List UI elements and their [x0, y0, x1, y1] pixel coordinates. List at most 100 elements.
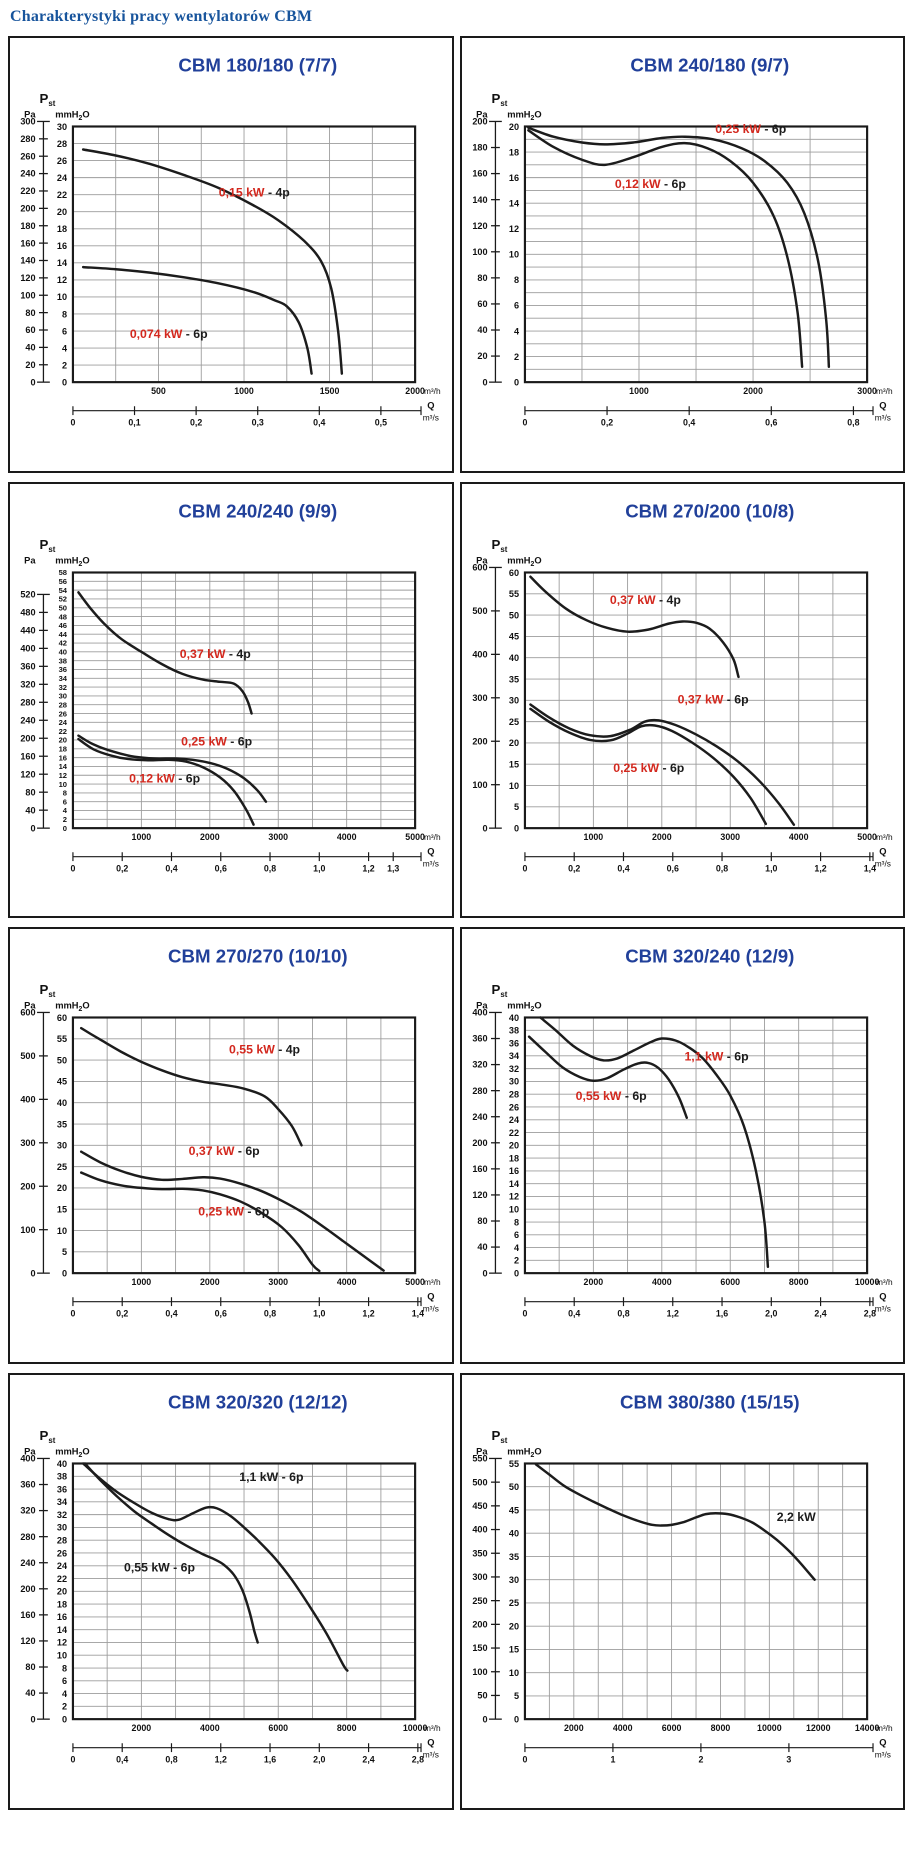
svg-text:30: 30 [57, 1141, 67, 1151]
svg-text:8000: 8000 [710, 1723, 730, 1733]
svg-text:mmH2O: mmH2O [507, 555, 541, 567]
svg-text:3000: 3000 [857, 386, 877, 396]
gridlines [72, 126, 416, 383]
svg-text:440: 440 [20, 625, 35, 635]
curve-0-12-kw-6p [526, 129, 803, 369]
svg-text:400: 400 [472, 1525, 487, 1535]
svg-text:10000: 10000 [403, 1723, 428, 1733]
plot-border [71, 1016, 417, 1275]
svg-text:450: 450 [472, 1501, 487, 1511]
curve-1-1-kw-6p [81, 1462, 349, 1672]
svg-text:34: 34 [508, 1051, 519, 1061]
svg-text:1,0: 1,0 [313, 1309, 325, 1319]
svg-text:14: 14 [508, 1179, 519, 1189]
svg-text:58: 58 [59, 568, 67, 577]
svg-text:28: 28 [57, 139, 67, 149]
svg-text:400: 400 [472, 649, 487, 659]
svg-text:14: 14 [57, 258, 68, 268]
svg-text:0,4: 0,4 [617, 863, 629, 873]
curve-label: 0,25 kW - 6p [198, 1205, 269, 1219]
svg-text:30: 30 [59, 691, 67, 700]
curve-0-37-kw-4p [77, 590, 253, 715]
svg-text:15: 15 [508, 1645, 518, 1655]
svg-text:16: 16 [508, 1166, 518, 1176]
curve-0-55-kw-4p [79, 1027, 303, 1147]
svg-text:22: 22 [59, 727, 67, 736]
svg-text:52: 52 [59, 594, 67, 603]
mm-axis-labels: 0 5 10 15 20 25 30 35 40 45 50 55 [508, 1459, 518, 1725]
flow-axis-labels: 1000 2000 3000 m³/h [629, 386, 893, 396]
svg-text:40: 40 [508, 1013, 518, 1023]
pa-axis: 0 100 200 300 400 500 600 [20, 1008, 50, 1279]
svg-text:1000: 1000 [132, 832, 152, 842]
curve-label: 0,25 kW - 6p [181, 734, 252, 748]
curve-label: 0,12 kW - 6p [614, 177, 685, 191]
svg-text:1000: 1000 [583, 832, 603, 842]
svg-text:Pa: Pa [24, 1001, 36, 1011]
svg-text:0,4: 0,4 [165, 1309, 177, 1319]
svg-text:80: 80 [25, 308, 35, 318]
svg-text:mmH2O: mmH2O [55, 1001, 89, 1013]
svg-text:8: 8 [62, 309, 67, 319]
svg-text:300: 300 [472, 693, 487, 703]
svg-text:15: 15 [57, 1205, 67, 1215]
svg-text:20: 20 [508, 738, 518, 748]
svg-text:400: 400 [20, 1095, 35, 1105]
svg-text:40: 40 [25, 343, 35, 353]
svg-text:250: 250 [472, 1596, 487, 1606]
svg-text:0: 0 [522, 863, 527, 873]
svg-text:26: 26 [57, 1548, 67, 1558]
svg-text:35: 35 [508, 674, 518, 684]
svg-text:600: 600 [20, 1008, 35, 1018]
svg-text:8: 8 [63, 788, 67, 797]
svg-text:1,4: 1,4 [863, 863, 875, 873]
svg-text:14: 14 [59, 762, 68, 771]
svg-text:m³/s: m³/s [874, 412, 890, 422]
svg-text:6: 6 [62, 1676, 67, 1686]
svg-text:24: 24 [57, 1561, 68, 1571]
svg-text:100: 100 [472, 1667, 487, 1677]
svg-text:16: 16 [57, 1612, 67, 1622]
svg-text:Q: Q [427, 1292, 434, 1302]
svg-text:18: 18 [59, 744, 67, 753]
svg-text:46: 46 [59, 621, 67, 630]
svg-text:4: 4 [62, 343, 68, 353]
svg-text:m³/s: m³/s [874, 1304, 890, 1314]
svg-text:200: 200 [20, 1182, 35, 1192]
q-axis: 0 0,2 0,4 0,6 0,8 1,0 1,2 1,3 Qm³/s [70, 846, 438, 873]
svg-text:Pst: Pst [40, 91, 56, 108]
svg-text:38: 38 [59, 656, 67, 665]
svg-text:2: 2 [698, 1754, 703, 1764]
svg-text:36: 36 [508, 1039, 518, 1049]
svg-text:32: 32 [59, 682, 67, 691]
svg-text:m³/h: m³/h [875, 1723, 892, 1733]
curve-label: 0,55 kW - 6p [124, 1560, 195, 1574]
svg-text:40: 40 [477, 325, 487, 335]
svg-text:m³/s: m³/s [874, 858, 890, 868]
svg-text:20: 20 [508, 122, 518, 132]
svg-text:1,2: 1,2 [362, 863, 374, 873]
svg-text:12: 12 [59, 771, 67, 780]
svg-text:10: 10 [57, 1226, 67, 1236]
svg-text:m³/s: m³/s [423, 412, 439, 422]
chart-title: CBM 320/240 (12/9) [625, 946, 794, 967]
svg-text:2000: 2000 [200, 1277, 220, 1287]
svg-text:28: 28 [59, 700, 67, 709]
svg-text:25: 25 [508, 717, 518, 727]
svg-text:400: 400 [20, 1454, 35, 1464]
mm-axis-labels: 0246810121416182022242628303234363840424… [59, 568, 68, 833]
svg-text:1000: 1000 [234, 386, 254, 396]
svg-text:40: 40 [25, 1688, 35, 1698]
svg-text:0,4: 0,4 [568, 1309, 580, 1319]
svg-text:14: 14 [57, 1625, 68, 1635]
svg-text:2000: 2000 [563, 1723, 583, 1733]
flow-axis-labels: 500 1000 1500 2000 m³/h [151, 386, 441, 396]
svg-text:0: 0 [513, 1269, 518, 1279]
svg-text:0,6: 0,6 [666, 863, 678, 873]
curve-0-37-kw-6p [528, 702, 795, 826]
curve-label: 1,1 kW - 6p [684, 1050, 748, 1064]
mm-axis-labels: 0 5 10 15 20 25 30 35 40 45 50 55 60 [508, 567, 518, 833]
